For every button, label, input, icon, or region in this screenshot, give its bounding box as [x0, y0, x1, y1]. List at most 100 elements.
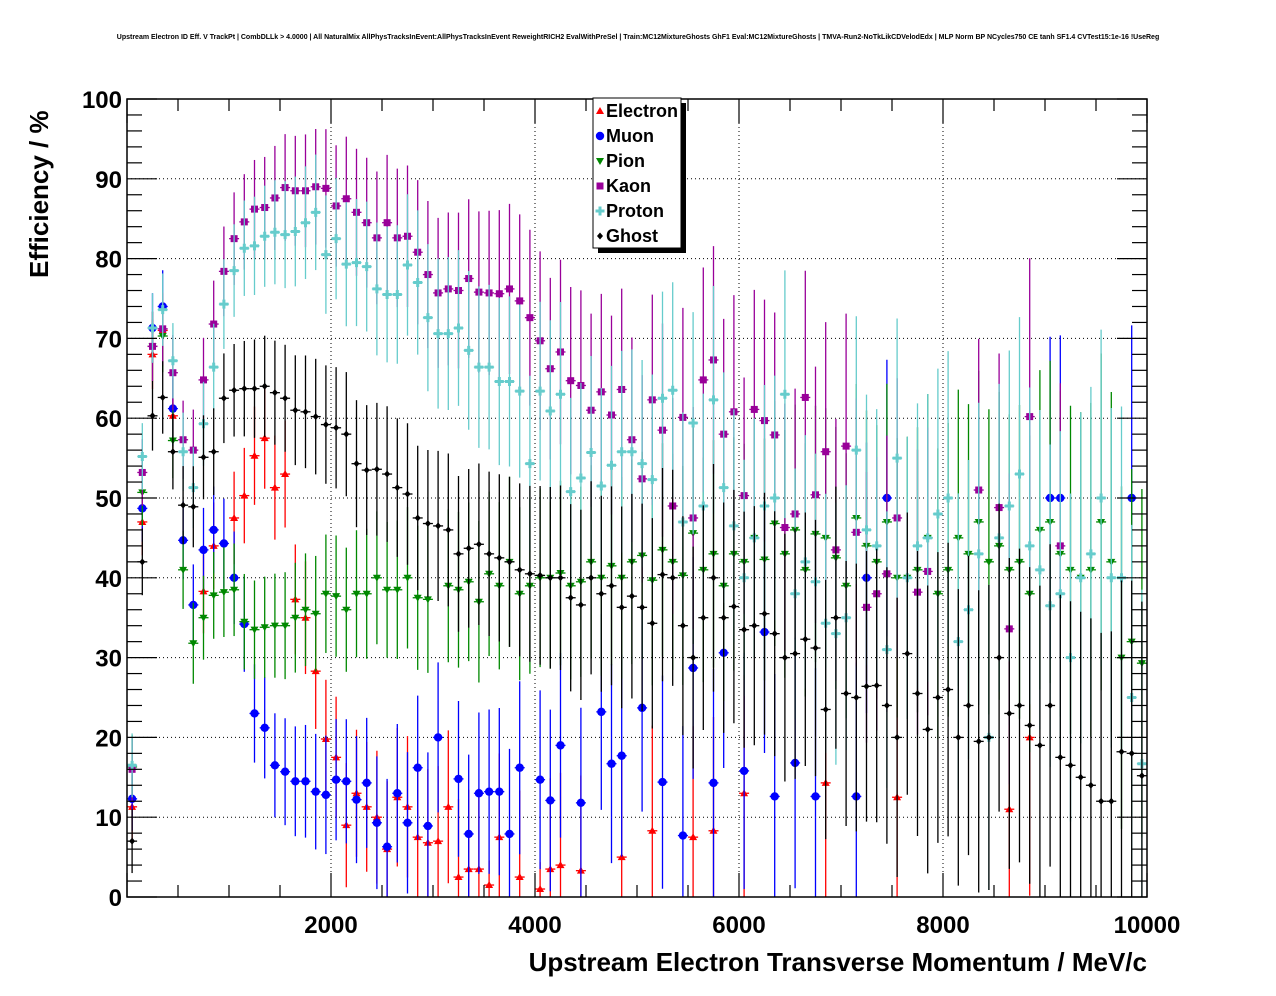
data-point-ghost: [343, 430, 350, 438]
data-point-muon: [270, 761, 280, 770]
data-point-ghost: [220, 394, 227, 402]
data-point-ghost: [914, 690, 921, 698]
data-point-muon: [739, 766, 749, 776]
data-point-ghost: [669, 574, 676, 582]
data-point-ghost: [180, 501, 187, 509]
data-point-proton: [341, 259, 351, 269]
data-point-proton: [709, 395, 718, 405]
data-point-pion: [362, 590, 371, 598]
data-point-pion: [219, 589, 228, 597]
data-point-proton: [474, 362, 484, 372]
data-point-proton: [158, 305, 168, 315]
data-point-proton: [668, 385, 678, 395]
data-point-muon: [209, 525, 218, 535]
data-point-ghost: [751, 622, 758, 630]
data-point-proton: [974, 549, 984, 559]
data-point-ghost: [455, 550, 462, 558]
data-point-muon: [321, 790, 331, 800]
data-point-proton: [688, 418, 698, 428]
data-point-proton: [617, 447, 627, 457]
data-point-muon: [515, 763, 524, 772]
legend-entry: Kaon: [596, 176, 651, 196]
legend-marker-kaon: [596, 182, 604, 190]
data-point-ghost: [322, 421, 329, 429]
data-point-proton: [923, 533, 933, 543]
data-point-kaon: [506, 285, 513, 293]
data-point-ghost: [231, 386, 238, 394]
data-point-kaon: [342, 195, 350, 203]
data-point-ghost: [710, 574, 717, 582]
data-point-ghost: [1006, 709, 1013, 717]
legend: Electron Muon Pion Kaon Proton Ghost: [592, 97, 686, 253]
data-point-pion: [260, 624, 269, 632]
data-point-ghost: [404, 490, 411, 498]
data-point-ghost: [567, 594, 574, 602]
data-point-ghost: [628, 592, 635, 600]
data-point-ghost: [506, 558, 513, 566]
data-point-ghost: [496, 554, 503, 562]
y-tick-label: 30: [95, 646, 122, 673]
legend-label: Pion: [606, 151, 645, 171]
data-point-ghost: [292, 406, 299, 414]
data-point-proton: [413, 278, 423, 288]
data-point-kaon: [822, 448, 830, 456]
data-point-ghost: [843, 690, 850, 698]
data-point-ghost: [924, 725, 931, 733]
data-point-ghost: [659, 571, 666, 579]
data-point-ghost: [424, 520, 431, 528]
x-axis-label: Upstream Electron Transverse Momentum / …: [529, 947, 1147, 977]
data-point-proton: [913, 541, 922, 551]
data-point-proton: [780, 389, 790, 399]
data-point-ghost: [149, 412, 156, 420]
data-point-proton: [933, 509, 943, 519]
data-point-ghost: [1026, 721, 1033, 729]
data-point-proton: [209, 362, 219, 372]
y-tick-label: 50: [95, 486, 122, 513]
legend-label: Ghost: [606, 226, 658, 246]
data-point-proton: [770, 493, 780, 503]
data-point-pion: [372, 574, 381, 582]
data-point-muon: [250, 709, 259, 718]
data-point-ghost: [863, 682, 870, 690]
data-point-proton: [1015, 469, 1024, 479]
data-point-ghost: [261, 382, 268, 390]
data-point-pion: [393, 586, 402, 594]
data-point-pion: [199, 614, 208, 622]
data-point-ghost: [588, 574, 595, 582]
data-point-muon: [495, 787, 504, 796]
data-point-electron: [250, 451, 259, 459]
data-point-muon: [597, 707, 606, 717]
data-point-proton: [545, 406, 555, 416]
data-point-proton: [1086, 549, 1096, 559]
data-point-proton: [382, 290, 392, 300]
data-point-muon: [219, 539, 229, 548]
data-point-proton: [943, 493, 953, 503]
data-point-ghost: [894, 733, 901, 741]
x-tick-label: 10000: [1114, 912, 1181, 939]
data-point-electron: [536, 885, 545, 893]
x-tick-label: 8000: [916, 912, 969, 939]
data-point-electron: [454, 873, 463, 881]
data-point-pion: [230, 586, 239, 594]
data-point-ghost: [353, 460, 360, 468]
data-point-kaon: [495, 290, 503, 298]
data-point-electron: [556, 861, 565, 869]
data-point-muon: [403, 818, 412, 827]
data-point-proton: [229, 266, 239, 276]
y-tick-label: 100: [82, 87, 122, 114]
data-point-ghost: [577, 601, 584, 609]
data-point-ghost: [435, 522, 442, 530]
data-point-kaon: [750, 405, 758, 413]
data-point-ghost: [282, 394, 289, 402]
data-point-proton: [1004, 501, 1014, 511]
data-point-pion: [291, 614, 300, 622]
data-point-muon: [342, 777, 351, 786]
data-point-muon: [505, 829, 514, 839]
data-point-ghost: [302, 408, 309, 416]
data-point-proton: [596, 481, 606, 491]
data-point-pion: [321, 590, 330, 598]
y-tick-label: 10: [95, 805, 122, 832]
data-point-kaon: [567, 377, 575, 385]
data-point-muon: [678, 831, 688, 840]
data-point-kaon: [516, 297, 524, 305]
